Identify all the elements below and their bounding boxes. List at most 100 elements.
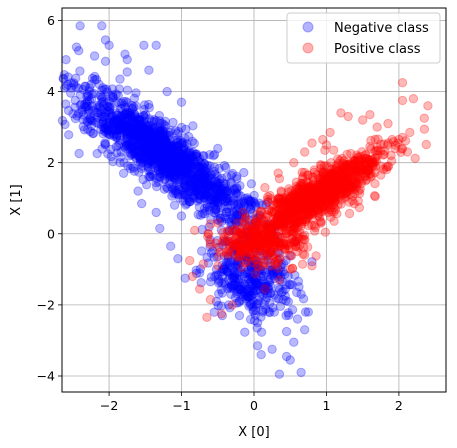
negative-class-point [166, 161, 176, 172]
negative-class-point [87, 94, 97, 104]
negative-class-point [129, 93, 140, 104]
negative-class-point [255, 246, 266, 256]
negative-class-point [173, 189, 183, 199]
negative-class-point [233, 199, 243, 210]
negative-class-point [159, 119, 169, 130]
negative-class-point [164, 169, 175, 179]
positive-class-point [276, 187, 287, 197]
negative-class-point [159, 154, 170, 165]
negative-class-point [171, 188, 181, 198]
negative-class-point [184, 132, 194, 142]
negative-class-point [102, 118, 112, 129]
negative-class-point [123, 161, 133, 171]
negative-class-point [118, 112, 129, 123]
negative-class-point [122, 120, 133, 131]
negative-class-point [246, 179, 257, 189]
negative-class-point [122, 128, 132, 139]
positive-class-point [290, 216, 300, 226]
negative-class-point [188, 173, 198, 184]
negative-class-point [228, 213, 238, 223]
negative-class-point [228, 206, 238, 217]
negative-class-point [224, 214, 234, 225]
negative-class-point [121, 133, 132, 143]
negative-class-point [74, 148, 84, 159]
negative-class-point [100, 123, 110, 133]
negative-class-point [285, 355, 295, 365]
negative-class-point [154, 139, 164, 150]
negative-class-point [128, 131, 139, 141]
negative-class-point [97, 111, 107, 122]
negative-class-point [114, 124, 124, 135]
negative-class-point [307, 257, 317, 267]
negative-class-point [179, 182, 189, 193]
positive-class-point [298, 231, 308, 241]
positive-class-point [202, 312, 212, 322]
negative-class-point [80, 81, 90, 92]
negative-class-point [127, 140, 137, 150]
negative-class-point [159, 138, 169, 148]
negative-class-point [213, 198, 223, 209]
negative-class-point [138, 142, 148, 153]
negative-class-point [185, 157, 196, 167]
negative-class-point [174, 147, 185, 157]
negative-class-point [162, 144, 172, 154]
negative-class-point [130, 109, 140, 120]
negative-class-point [159, 184, 170, 194]
negative-class-point [137, 120, 147, 130]
negative-class-point [185, 183, 196, 194]
negative-class-point [127, 100, 137, 111]
negative-class-point [128, 146, 138, 157]
negative-class-point [162, 160, 173, 171]
negative-class-point [213, 143, 223, 154]
negative-class-point [236, 191, 246, 201]
negative-class-point [121, 120, 132, 131]
negative-class-point [159, 129, 169, 139]
negative-class-point [178, 144, 188, 154]
positive-class-point [318, 134, 328, 145]
negative-class-point [134, 132, 145, 142]
negative-class-point [203, 180, 213, 191]
negative-class-point [149, 123, 159, 134]
negative-class-point [131, 118, 141, 129]
negative-class-point [144, 124, 154, 134]
negative-class-point [153, 137, 163, 148]
negative-class-point [169, 152, 179, 162]
negative-class-point [59, 83, 70, 93]
negative-class-point [122, 126, 132, 136]
negative-class-point [151, 145, 161, 155]
negative-class-point [107, 112, 117, 122]
positive-class-point [318, 168, 329, 178]
negative-class-point [256, 350, 266, 360]
negative-class-point [185, 186, 196, 197]
negative-class-point [87, 89, 97, 99]
negative-class-point [303, 307, 313, 317]
x-tick-label: 1 [322, 398, 330, 413]
negative-class-point [158, 165, 168, 175]
negative-class-point [176, 170, 187, 180]
negative-class-point [76, 99, 87, 109]
negative-class-point [246, 196, 256, 207]
negative-class-point [185, 173, 195, 183]
negative-class-point [85, 126, 96, 137]
negative-class-point [96, 109, 106, 119]
negative-class-point [141, 144, 152, 154]
negative-class-point [238, 196, 249, 207]
negative-class-point [178, 190, 188, 200]
negative-class-point [141, 155, 151, 165]
negative-class-point [187, 179, 197, 190]
negative-class-point [108, 90, 118, 100]
negative-class-point [148, 170, 158, 180]
negative-class-point [122, 67, 132, 77]
negative-class-point [155, 168, 166, 179]
positive-class-point [421, 139, 431, 150]
negative-class-point [250, 218, 260, 228]
negative-class-point [189, 190, 199, 201]
negative-class-point [168, 154, 178, 165]
negative-class-point [90, 71, 100, 82]
negative-class-point [117, 103, 127, 114]
legend-label-negative: Negative class [334, 21, 429, 36]
negative-class-point [127, 149, 138, 159]
negative-class-point [139, 128, 149, 139]
negative-class-point [145, 155, 155, 166]
